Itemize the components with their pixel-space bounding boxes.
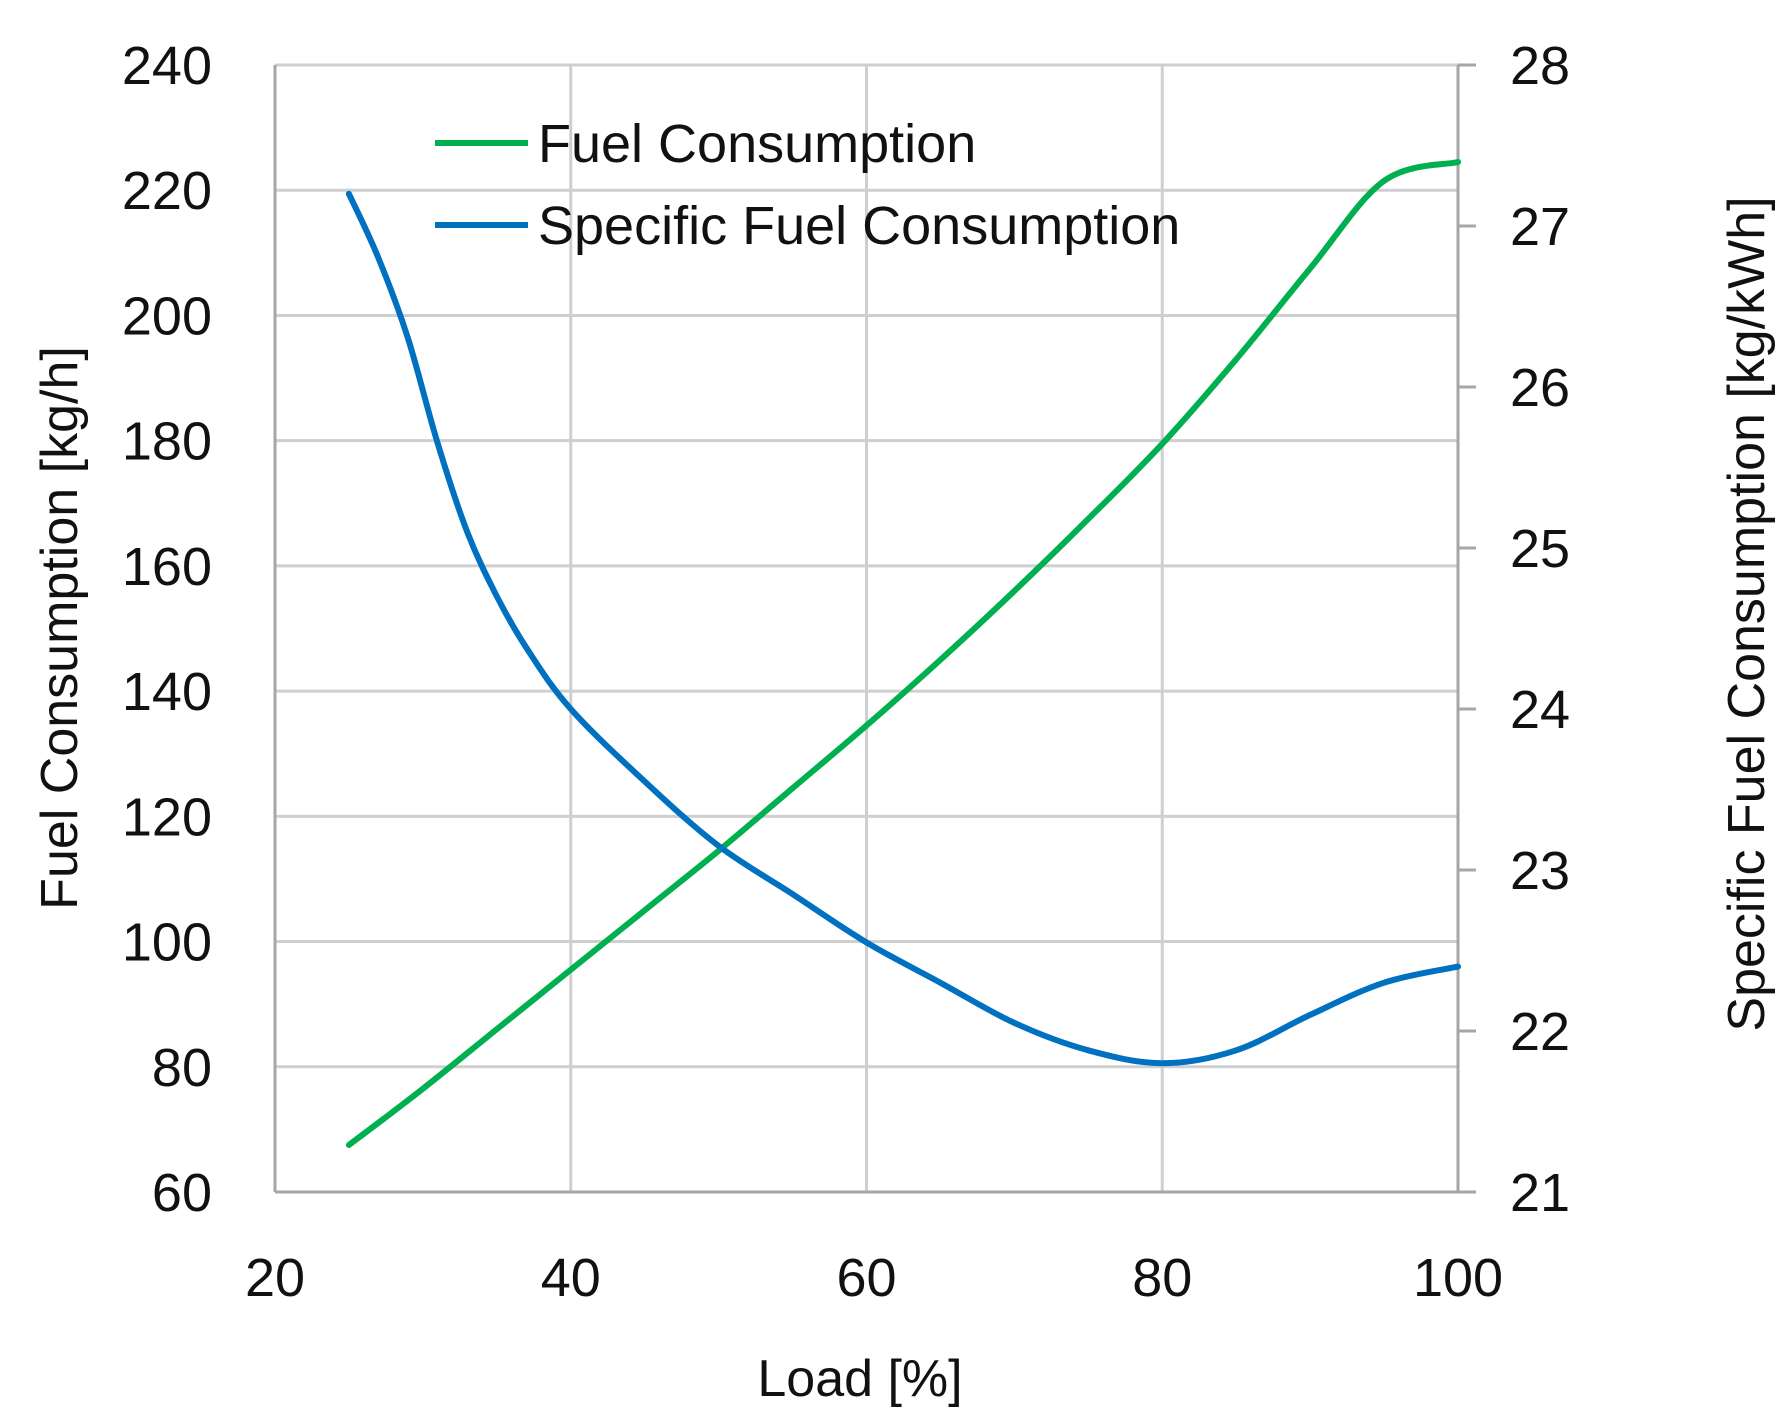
x-tick-label: 80	[1132, 1248, 1192, 1308]
x-tick-label: 20	[245, 1248, 305, 1308]
y-left-tick-label: 220	[122, 161, 212, 221]
x-tick-label: 60	[836, 1248, 896, 1308]
y-right-tick-label: 23	[1510, 841, 1570, 901]
specific-fuel-consumption-line	[345, 190, 1461, 1067]
y-right-tick-label: 25	[1510, 519, 1570, 579]
x-tick-label: 40	[541, 1248, 601, 1308]
y-right-tick-label: 22	[1510, 1002, 1570, 1062]
fuel-consumption-line	[345, 159, 1461, 1148]
y-right-tick-label: 26	[1510, 358, 1570, 418]
y-right-tick-label: 24	[1510, 680, 1570, 740]
y-left-axis-title: Fuel Consumption [kg/h]	[31, 346, 89, 910]
axes	[273, 63, 1476, 1194]
series-lines	[345, 159, 1461, 1148]
y-right-tick-label: 27	[1510, 197, 1570, 257]
y-left-tick-label: 80	[152, 1038, 212, 1098]
legend-label-specific-fuel-consumption: Specific Fuel Consumption	[538, 196, 1180, 256]
legend-label-fuel-consumption: Fuel Consumption	[538, 114, 976, 174]
y-left-tick-label: 140	[122, 662, 212, 722]
x-axis-title: Load [%]	[757, 1350, 962, 1408]
y-left-tick-label: 240	[122, 36, 212, 96]
y-left-tick-label: 60	[152, 1163, 212, 1223]
y-left-tick-label: 120	[122, 787, 212, 847]
legend: Fuel Consumption Specific Fuel Consumptio…	[435, 114, 1180, 256]
tick-labels: 20 40 60 80 100 60 80 100 120 140 160 180 200 220 240 2…	[122, 36, 1570, 1308]
y-left-tick-label: 200	[122, 286, 212, 346]
y-right-tick-label: 21	[1510, 1163, 1570, 1223]
y-left-tick-label: 100	[122, 913, 212, 973]
y-right-tick-label: 28	[1510, 36, 1570, 96]
y-left-tick-label: 180	[122, 412, 212, 472]
y-left-tick-label: 160	[122, 537, 212, 597]
x-tick-label: 100	[1413, 1248, 1503, 1308]
y-right-axis-title: Specific Fuel Consumption [kg/kWh]	[1718, 196, 1776, 1031]
